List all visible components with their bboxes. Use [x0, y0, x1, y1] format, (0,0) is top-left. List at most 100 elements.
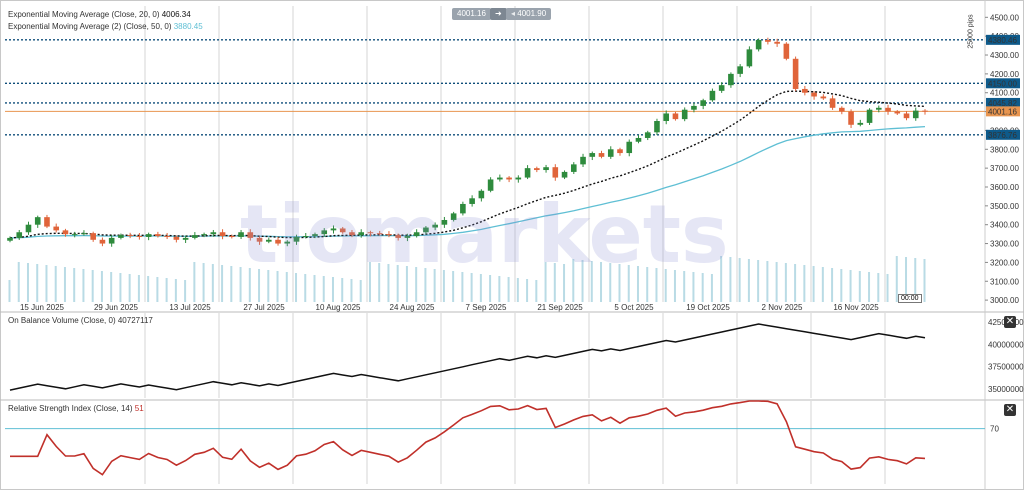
- candle-body[interactable]: [506, 177, 512, 180]
- candle-body[interactable]: [672, 113, 679, 120]
- candle-body[interactable]: [774, 41, 780, 44]
- candle-body[interactable]: [219, 232, 226, 237]
- candle-body[interactable]: [118, 235, 124, 238]
- candle-body[interactable]: [737, 66, 743, 74]
- candle-body[interactable]: [192, 235, 198, 238]
- candle-body[interactable]: [330, 228, 337, 231]
- candle-body[interactable]: [728, 73, 734, 86]
- level-price-tag[interactable]: [986, 78, 1020, 89]
- candle-body[interactable]: [7, 237, 13, 241]
- candle-body[interactable]: [524, 168, 531, 178]
- candle-body[interactable]: [875, 107, 882, 110]
- candle-body[interactable]: [626, 141, 633, 154]
- candle-body[interactable]: [293, 236, 300, 242]
- candle-body[interactable]: [413, 232, 420, 237]
- candle-body[interactable]: [275, 239, 281, 244]
- candle-body[interactable]: [792, 58, 799, 89]
- candle-body[interactable]: [811, 92, 817, 97]
- candle-body[interactable]: [71, 234, 78, 236]
- candle-body[interactable]: [580, 156, 586, 165]
- candle-body[interactable]: [765, 39, 771, 42]
- obv-legend[interactable]: On Balance Volume (Close, 0) 40727117: [8, 316, 153, 325]
- bid-price-box[interactable]: 4001.16: [452, 8, 491, 20]
- candle-body[interactable]: [441, 219, 448, 225]
- candle-body[interactable]: [367, 232, 374, 234]
- candle-body[interactable]: [903, 113, 910, 119]
- candle-body[interactable]: [164, 236, 170, 238]
- candle-body[interactable]: [746, 49, 753, 67]
- candle-body[interactable]: [802, 88, 808, 93]
- candle-body[interactable]: [469, 198, 475, 204]
- candle-body[interactable]: [256, 237, 263, 242]
- ask-price-box[interactable]: ◂ 4001.90: [506, 8, 552, 20]
- rsi-line[interactable]: [10, 400, 926, 476]
- level-price-tag[interactable]: [986, 34, 1020, 45]
- candle-body[interactable]: [25, 224, 32, 233]
- candle-body[interactable]: [376, 233, 383, 235]
- candle-body[interactable]: [312, 234, 318, 237]
- candle-body[interactable]: [552, 167, 559, 178]
- candle-body[interactable]: [589, 153, 596, 157]
- candle-body[interactable]: [62, 230, 69, 235]
- candle-body[interactable]: [755, 39, 762, 50]
- candle-body[interactable]: [127, 235, 133, 237]
- trade-arrow-icon[interactable]: ➜: [490, 8, 507, 20]
- candle-body[interactable]: [709, 90, 716, 101]
- candle-body[interactable]: [182, 237, 189, 240]
- candle-body[interactable]: [691, 105, 697, 110]
- ema20-legend[interactable]: Exponential Moving Average (Close, 20, 0…: [8, 10, 191, 19]
- candle-body[interactable]: [358, 232, 365, 236]
- rsi-legend[interactable]: Relative Strength Index (Close, 14) 51: [8, 404, 144, 413]
- candle-body[interactable]: [90, 233, 96, 240]
- candle-body[interactable]: [866, 109, 873, 123]
- candle-body[interactable]: [478, 190, 485, 199]
- candle-body[interactable]: [922, 110, 928, 112]
- candle-body[interactable]: [718, 85, 725, 91]
- candle-body[interactable]: [173, 236, 180, 240]
- candle-body[interactable]: [432, 224, 438, 228]
- candle-body[interactable]: [99, 239, 106, 244]
- candle-body[interactable]: [543, 167, 549, 171]
- candle-body[interactable]: [885, 107, 891, 112]
- candle-body[interactable]: [857, 122, 864, 125]
- time-badge[interactable]: 00:00: [898, 294, 922, 303]
- close-rsi-icon[interactable]: ✕: [1004, 404, 1016, 416]
- candle-body[interactable]: [487, 179, 494, 191]
- candle-body[interactable]: [515, 177, 522, 180]
- candle-body[interactable]: [404, 236, 411, 238]
- candle-body[interactable]: [561, 171, 568, 178]
- candle-body[interactable]: [81, 233, 87, 235]
- candle-body[interactable]: [136, 236, 143, 238]
- candle-body[interactable]: [321, 230, 328, 235]
- candle-body[interactable]: [201, 234, 207, 236]
- candle-body[interactable]: [534, 168, 540, 171]
- candle-body[interactable]: [663, 113, 670, 122]
- candle-body[interactable]: [635, 137, 642, 142]
- candle-body[interactable]: [265, 239, 272, 242]
- ema50-legend[interactable]: Exponential Moving Average (2) (Close, 5…: [8, 22, 203, 31]
- candle-body[interactable]: [16, 232, 23, 238]
- candle-body[interactable]: [247, 232, 254, 238]
- candle-body[interactable]: [460, 203, 466, 214]
- candle-body[interactable]: [386, 234, 392, 236]
- candle-body[interactable]: [617, 149, 623, 154]
- candle-body[interactable]: [450, 213, 457, 220]
- close-obv-icon[interactable]: ✕: [1004, 316, 1016, 328]
- ema20-line[interactable]: [9, 90, 926, 239]
- candle-body[interactable]: [155, 234, 161, 237]
- candle-body[interactable]: [829, 98, 836, 108]
- candle-body[interactable]: [44, 217, 50, 227]
- candle-body[interactable]: [349, 232, 355, 236]
- candle-body[interactable]: [423, 227, 429, 233]
- candle-body[interactable]: [238, 232, 244, 237]
- candle-body[interactable]: [839, 107, 845, 112]
- candle-body[interactable]: [210, 232, 217, 235]
- candle-body[interactable]: [302, 236, 309, 238]
- candle-body[interactable]: [53, 226, 60, 231]
- candle-body[interactable]: [681, 109, 688, 120]
- candle-body[interactable]: [848, 111, 854, 125]
- obv-line[interactable]: [9, 323, 926, 391]
- candle-body[interactable]: [700, 100, 706, 106]
- candle-body[interactable]: [912, 110, 919, 119]
